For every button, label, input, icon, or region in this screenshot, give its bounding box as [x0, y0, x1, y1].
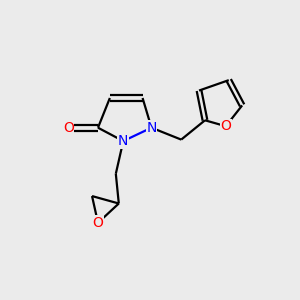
Text: O: O: [92, 216, 104, 230]
Text: N: N: [118, 134, 128, 148]
Text: O: O: [63, 121, 74, 135]
Text: N: N: [146, 121, 157, 135]
Text: O: O: [220, 119, 231, 133]
